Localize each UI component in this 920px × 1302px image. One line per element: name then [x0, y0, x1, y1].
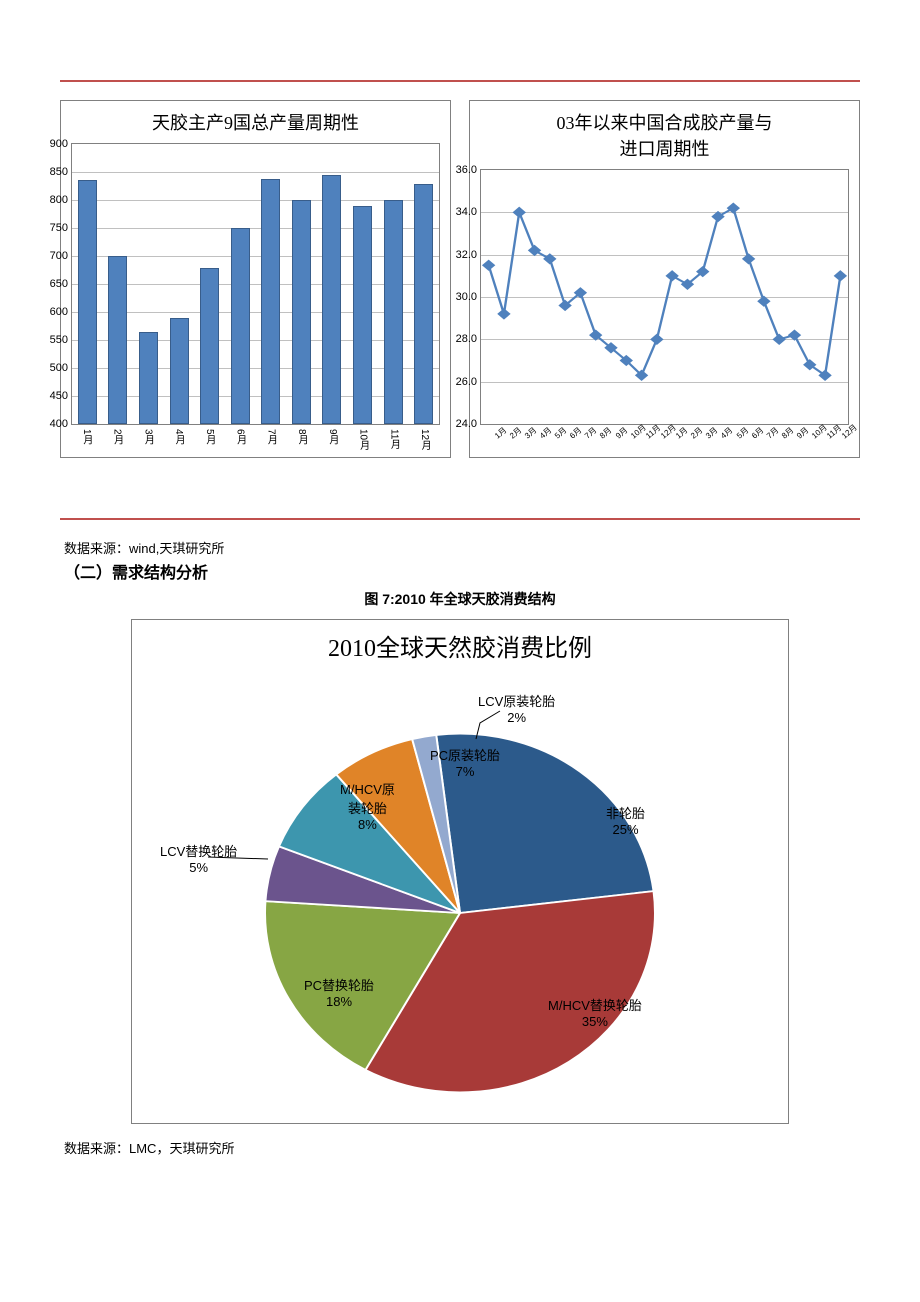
line-chart-box: 03年以来中国合成胶产量与 进口周期性 24.026.028.030.032.0…	[469, 100, 860, 458]
line-chart-title: 03年以来中国合成胶产量与 进口周期性	[480, 109, 849, 161]
pie-slice-label: PC原装轮胎7%	[430, 745, 500, 779]
x-tick-label: 4月	[171, 429, 186, 450]
mid-divider	[60, 518, 860, 520]
y-tick-label: 36.0	[443, 164, 477, 176]
gridline	[72, 172, 439, 173]
line-plot-area: 24.026.028.030.032.034.036.0	[480, 169, 849, 425]
x-tick-label: 8月	[294, 429, 309, 450]
y-tick-label: 850	[34, 166, 68, 178]
pie-slice-label: LCV替换轮胎5%	[160, 841, 237, 875]
figure-7-caption: 图 7:2010 年全球天胶消费结构	[60, 589, 860, 609]
charts-row: 天胶主产9国总产量周期性 400450500550600650700750800…	[60, 100, 860, 458]
y-tick-label: 500	[34, 362, 68, 374]
x-tick-label: 5月	[202, 429, 217, 450]
x-tick-label: 2月	[110, 429, 125, 450]
pie-chart-title: 2010全球天然胶消费比例	[140, 628, 780, 663]
bar	[170, 318, 189, 424]
y-tick-label: 800	[34, 194, 68, 206]
y-tick-label: 450	[34, 390, 68, 402]
y-tick-label: 900	[34, 138, 68, 150]
section-2-heading: （二）需求结构分析	[64, 559, 860, 583]
x-tick-label: 11月	[386, 429, 401, 450]
bar-chart-box: 天胶主产9国总产量周期性 400450500550600650700750800…	[60, 100, 451, 458]
y-tick-label: 34.0	[443, 206, 477, 218]
y-tick-label: 30.0	[443, 291, 477, 303]
bar	[78, 180, 97, 424]
bar	[108, 256, 127, 424]
y-tick-label: 600	[34, 306, 68, 318]
pie-slice-label: PC替换轮胎18%	[304, 975, 374, 1009]
y-tick-label: 400	[34, 418, 68, 430]
x-tick-label: 12月	[840, 429, 859, 450]
bar	[292, 200, 311, 424]
bar	[139, 332, 158, 424]
pie-slice-label: M/HCV原装轮胎8%	[340, 779, 395, 832]
top-divider	[60, 80, 860, 82]
bar	[322, 175, 341, 424]
source-1: 数据来源：wind,天琪研究所	[64, 538, 860, 557]
pie-slice-label: 非轮胎25%	[606, 803, 645, 837]
x-tick-label: 10月	[356, 429, 371, 450]
y-tick-label: 32.0	[443, 249, 477, 261]
pie-chart-box: 2010全球天然胶消费比例 非轮胎25% M/HCV替换轮胎35% PC替换轮胎18…	[131, 619, 789, 1124]
bar-xaxis: 1月 2月 3月 4月 5月 6月 7月 8月 9月 10月 11月 12月	[71, 429, 440, 450]
pie-svg	[140, 663, 780, 1103]
bar	[414, 184, 433, 424]
pie-slice-label: LCV原装轮胎2%	[478, 691, 555, 725]
x-tick-label: 1月	[79, 429, 94, 450]
x-tick-label: 12月	[417, 429, 432, 450]
x-tick-label: 3月	[140, 429, 155, 450]
y-tick-label: 750	[34, 222, 68, 234]
bar	[231, 228, 250, 424]
document-page: 天胶主产9国总产量周期性 400450500550600650700750800…	[0, 0, 920, 1199]
x-tick-label: 9月	[325, 429, 340, 450]
pie-plot-area: 非轮胎25% M/HCV替换轮胎35% PC替换轮胎18% LCV替换轮胎5% M/HC…	[140, 663, 780, 1103]
bar-chart-title: 天胶主产9国总产量周期性	[71, 109, 440, 135]
pie-slice-label: M/HCV替换轮胎35%	[548, 995, 642, 1029]
line-xaxis: 1月2月3月4月5月6月7月8月9月10月11月12月1月2月3月4月5月6月7…	[480, 429, 849, 451]
x-tick-label: 6月	[233, 429, 248, 450]
bar	[200, 268, 219, 424]
bar	[353, 206, 372, 424]
y-tick-label: 26.0	[443, 376, 477, 388]
x-tick-label: 7月	[263, 429, 278, 450]
source-2: 数据来源：LMC，天琪研究所	[64, 1138, 860, 1157]
bar	[261, 179, 280, 424]
bar	[384, 200, 403, 424]
y-tick-label: 700	[34, 250, 68, 262]
line-series	[481, 170, 848, 424]
y-tick-label: 550	[34, 334, 68, 346]
bar-plot-area: 400450500550600650700750800850900	[71, 143, 440, 425]
y-tick-label: 28.0	[443, 333, 477, 345]
y-tick-label: 24.0	[443, 418, 477, 430]
y-tick-label: 650	[34, 278, 68, 290]
